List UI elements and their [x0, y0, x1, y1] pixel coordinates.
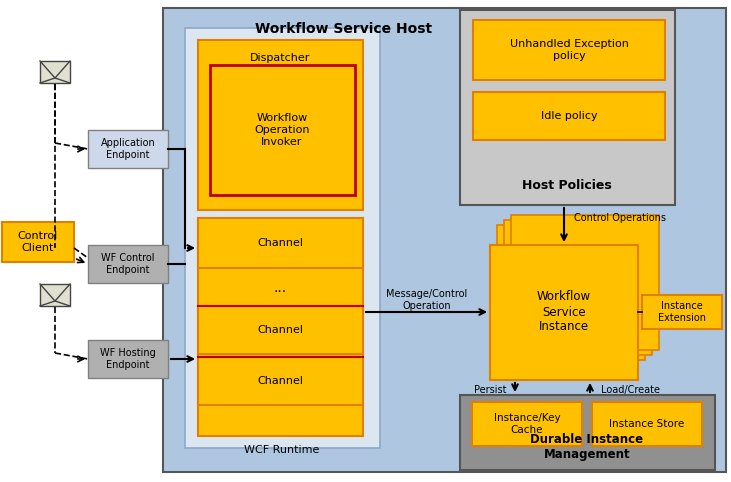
Bar	[88, 340, 168, 378]
Bar	[198, 357, 363, 405]
Bar	[198, 218, 363, 436]
Text: Persist: Persist	[474, 385, 507, 395]
Text: Instance Store: Instance Store	[610, 419, 685, 429]
Text: Instance
Extension: Instance Extension	[658, 301, 706, 323]
Text: Application
Endpoint: Application Endpoint	[101, 138, 156, 160]
Bar	[88, 130, 168, 168]
Bar	[473, 20, 665, 80]
Bar	[497, 225, 645, 360]
Text: ...: ...	[273, 281, 287, 295]
Bar	[460, 10, 675, 205]
Text: Workflow
Operation
Invoker: Workflow Operation Invoker	[254, 113, 310, 147]
Text: Channel: Channel	[257, 238, 303, 248]
Text: Dispatcher: Dispatcher	[250, 53, 310, 63]
Bar	[642, 295, 722, 329]
Bar	[592, 402, 702, 446]
Bar	[198, 40, 363, 210]
Bar	[198, 218, 363, 268]
Bar	[490, 245, 638, 380]
Text: Workflow Service Host: Workflow Service Host	[255, 22, 432, 36]
Text: WF Control
Endpoint: WF Control Endpoint	[102, 253, 155, 275]
Text: Message/Control
Operation: Message/Control Operation	[387, 289, 468, 311]
Text: Unhandled Exception
policy: Unhandled Exception policy	[510, 39, 629, 61]
Text: Load/Create: Load/Create	[600, 385, 659, 395]
Bar	[473, 92, 665, 140]
Text: Control Operations: Control Operations	[574, 213, 666, 223]
Text: WCF Runtime: WCF Runtime	[244, 445, 319, 455]
Text: Channel: Channel	[257, 376, 303, 386]
Text: Durable Instance
Management: Durable Instance Management	[531, 433, 643, 461]
Text: Idle policy: Idle policy	[541, 111, 597, 121]
Text: Workflow
Service
Instance: Workflow Service Instance	[537, 291, 591, 334]
Text: Channel: Channel	[257, 325, 303, 335]
Text: Instance/Key
Cache: Instance/Key Cache	[493, 413, 561, 435]
Bar	[504, 220, 652, 355]
Bar	[40, 61, 70, 83]
Text: Control
Client: Control Client	[18, 231, 58, 253]
Bar	[472, 402, 582, 446]
Text: Host Policies: Host Policies	[522, 179, 612, 192]
Bar	[460, 395, 715, 470]
Bar	[40, 284, 70, 306]
Bar	[185, 28, 380, 448]
Text: WF Hosting
Endpoint: WF Hosting Endpoint	[100, 348, 156, 370]
Bar	[163, 8, 726, 472]
Bar	[2, 222, 74, 262]
Bar	[210, 65, 355, 195]
Bar	[511, 215, 659, 350]
Bar	[88, 245, 168, 283]
Bar	[198, 306, 363, 354]
